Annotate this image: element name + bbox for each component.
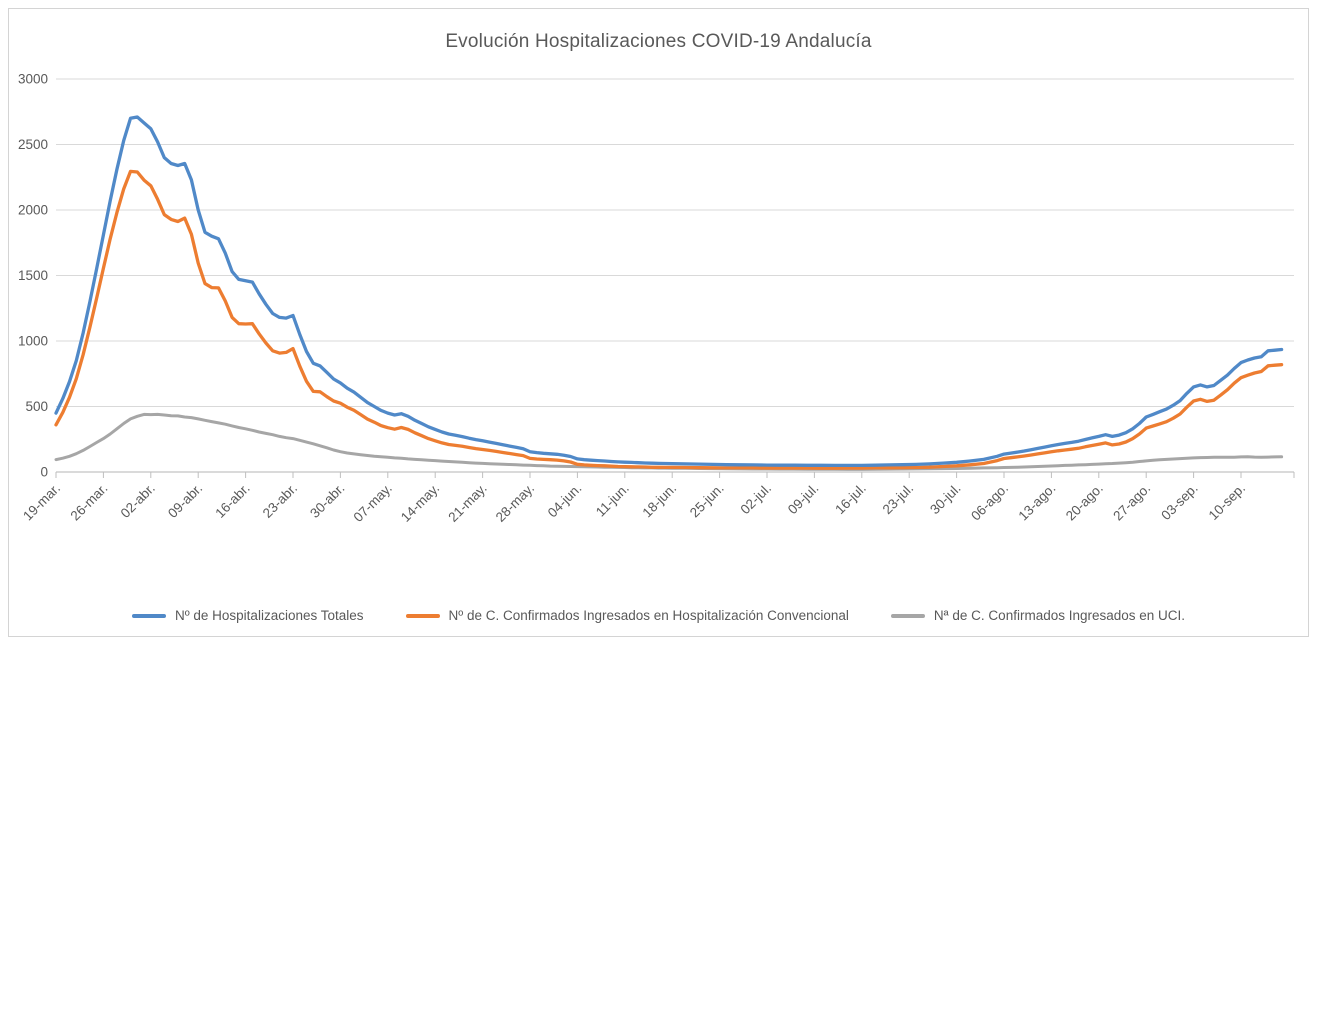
x-tick-label-20: 06-ago. bbox=[968, 481, 1011, 524]
x-tick-label-21: 13-ago. bbox=[1016, 481, 1059, 524]
x-tick-label-18: 23-jul. bbox=[880, 481, 917, 518]
legend-label-totales: Nº de Hospitalizaciones Totales bbox=[174, 608, 364, 623]
x-tick-label-14: 25-jun. bbox=[687, 481, 727, 521]
x-tick-label-4: 16-abr. bbox=[212, 481, 252, 521]
x-tick-label-24: 03-sep. bbox=[1158, 481, 1200, 523]
x-tick-label-3: 09-abr. bbox=[165, 481, 205, 521]
series-line-1 bbox=[54, 169, 1284, 470]
x-tick-label-16: 09-jul. bbox=[785, 481, 822, 518]
x-tick-label-5: 23-abr. bbox=[260, 481, 300, 521]
x-tick-label-22: 20-ago. bbox=[1063, 481, 1106, 524]
x-tick-label-9: 21-may. bbox=[445, 481, 489, 525]
x-tick-label-12: 11-jun. bbox=[593, 481, 632, 520]
y-tick-label-2500: 2500 bbox=[18, 137, 48, 152]
x-tick-label-13: 18-jun. bbox=[640, 481, 680, 521]
chart-title: Evolución Hospitalizaciones COVID-19 And… bbox=[445, 31, 872, 52]
legend-label-uci: Nª de C. Confirmados Ingresados en UCI. bbox=[933, 608, 1186, 623]
x-tick-label-25: 10-sep. bbox=[1206, 481, 1248, 523]
legend: Nº de Hospitalizaciones Totales Nº de C.… bbox=[9, 608, 1308, 623]
y-tick-label-500: 500 bbox=[25, 399, 48, 414]
x-tick-label-11: 04-jun. bbox=[545, 481, 585, 521]
x-tick-label-1: 26-mar. bbox=[68, 481, 111, 524]
legend-swatch-uci bbox=[890, 613, 925, 618]
x-tick-label-8: 14-may. bbox=[398, 481, 442, 525]
x-tick-label-23: 27-ago. bbox=[1110, 481, 1153, 524]
legend-swatch-totales bbox=[131, 613, 166, 618]
y-tick-label-3000: 3000 bbox=[18, 72, 48, 87]
x-tick-label-7: 07-may. bbox=[351, 481, 395, 525]
y-tick-label-2000: 2000 bbox=[18, 203, 48, 218]
x-tick-label-15: 02-jul. bbox=[738, 481, 775, 518]
legend-swatch-convencional bbox=[405, 613, 440, 618]
y-tick-label-0: 0 bbox=[40, 465, 48, 480]
legend-item-uci: Nª de C. Confirmados Ingresados en UCI. bbox=[890, 608, 1186, 623]
series-line-2 bbox=[54, 412, 1284, 471]
series-line-0 bbox=[54, 115, 1284, 468]
legend-item-totales: Nº de Hospitalizaciones Totales bbox=[131, 608, 364, 623]
y-tick-label-1000: 1000 bbox=[18, 334, 48, 349]
x-tick-label-0: 19-mar. bbox=[20, 481, 63, 524]
x-tick-label-10: 28-may. bbox=[493, 481, 537, 525]
legend-item-convencional: Nº de C. Confirmados Ingresados en Hospi… bbox=[405, 608, 849, 623]
x-tick-label-17: 16-jul. bbox=[832, 481, 869, 518]
x-tick-label-2: 02-abr. bbox=[118, 481, 158, 521]
x-tick-label-6: 30-abr. bbox=[307, 481, 347, 521]
legend-label-convencional: Nº de C. Confirmados Ingresados en Hospi… bbox=[448, 608, 849, 623]
x-tick-label-19: 30-jul. bbox=[927, 481, 964, 518]
y-tick-label-1500: 1500 bbox=[18, 268, 48, 283]
chart-container: 0 500 1000 1500 2000 2500 3000 19-mar. 26-mar. 02… bbox=[8, 8, 1309, 637]
